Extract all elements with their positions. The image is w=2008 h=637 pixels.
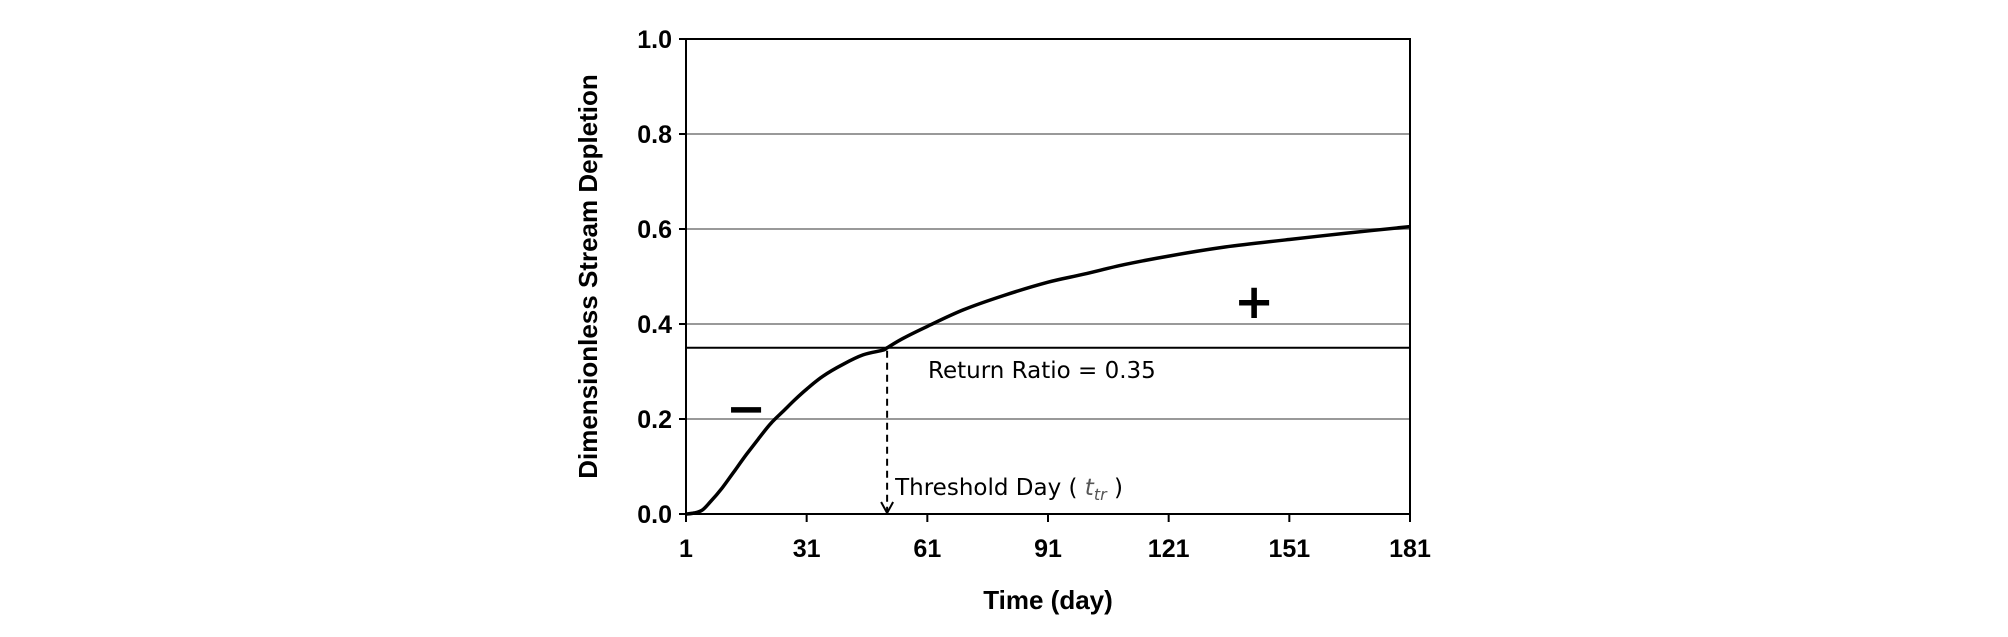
x-tick-label: 31 (793, 535, 821, 563)
plot-frame (685, 38, 1411, 515)
y-tick-label: 0.0 (637, 501, 672, 529)
plus-sign: + (1234, 274, 1274, 330)
threshold-label-subscript: tr (1094, 485, 1108, 504)
y-tick-label: 0.4 (637, 311, 672, 339)
x-axis-title: Time (day) (983, 585, 1113, 615)
y-tick-label: 0.8 (637, 121, 672, 149)
x-tick-label: 1 (679, 535, 693, 563)
threshold-label-symbol: t (1085, 475, 1095, 501)
minus-sign: − (726, 381, 766, 437)
x-tick-label: 61 (913, 535, 941, 563)
grid-lines (686, 133, 1410, 420)
y-axis-title: Dimensionless Stream Depletion (573, 74, 603, 479)
return-ratio-label: Return Ratio = 0.35 (928, 358, 1156, 384)
x-tick-label: 91 (1034, 535, 1062, 563)
x-tick-label: 121 (1148, 535, 1190, 563)
y-tick-label: 0.6 (637, 216, 672, 244)
x-tick-label: 181 (1389, 535, 1431, 563)
y-axis: 0.0 0.2 0.4 0.6 0.8 1.0 (637, 26, 686, 529)
threshold-label-prefix: Threshold Day ( (894, 475, 1085, 501)
threshold-label-suffix: ) (1107, 475, 1123, 501)
threshold-arrowhead (880, 501, 894, 516)
x-tick-label: 151 (1268, 535, 1310, 563)
x-axis: 1 31 61 91 121 151 181 (679, 514, 1431, 563)
threshold-day-label: Threshold Day ( ttr ) (894, 475, 1123, 504)
y-tick-label: 1.0 (637, 26, 672, 54)
y-tick-label: 0.2 (637, 406, 672, 434)
stream-depletion-line (685, 224, 1411, 516)
